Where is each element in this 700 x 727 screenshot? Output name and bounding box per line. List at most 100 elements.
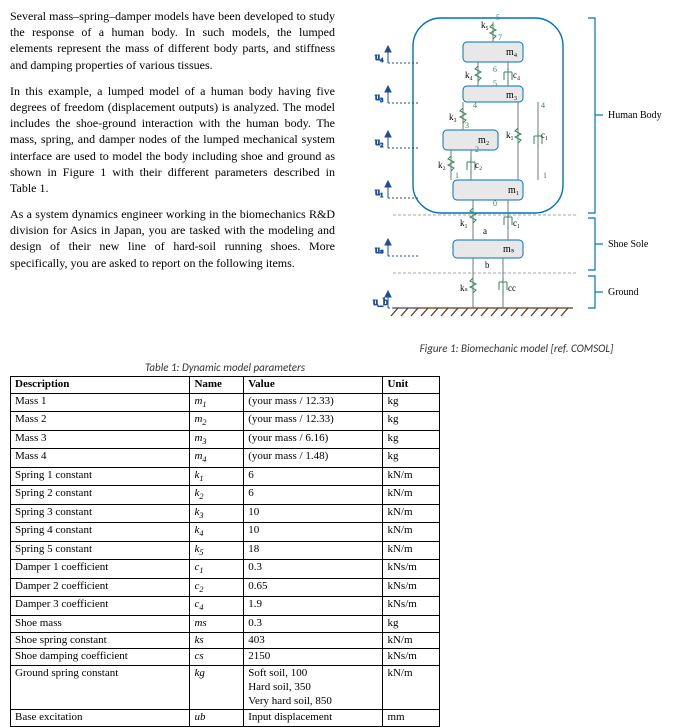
svg-text:k₃: k₃ bbox=[449, 112, 457, 122]
svg-text:c₄: c₄ bbox=[513, 70, 520, 80]
table-row: Mass 3m3(your mass / 6.16)kg bbox=[11, 430, 440, 449]
table-row: Damper 2 coefficientc20.65kNs/m bbox=[11, 578, 440, 597]
cell-value: 10 bbox=[244, 523, 383, 542]
cell-unit: kNs/m bbox=[383, 649, 440, 666]
ms-label: mₛ bbox=[503, 244, 515, 255]
cell-desc: Shoe damping coefficient bbox=[11, 649, 190, 666]
cell-value: 2150 bbox=[244, 649, 383, 666]
cell-name: k4 bbox=[190, 523, 244, 542]
svg-text:1: 1 bbox=[543, 171, 547, 180]
cell-value: (your mass / 6.16) bbox=[244, 430, 383, 449]
parameters-table: Description Name Value Unit Mass 1m1(you… bbox=[10, 376, 440, 727]
cell-name: m1 bbox=[190, 393, 244, 412]
cell-unit: kN/m bbox=[383, 666, 440, 710]
svg-text:uₛ: uₛ bbox=[375, 245, 384, 256]
table-row: Shoe damping coefficientcs2150kNs/m bbox=[11, 649, 440, 666]
m1-label: m₁ bbox=[508, 185, 519, 196]
table-row: Mass 4m4(your mass / 1.48)kg bbox=[11, 449, 440, 468]
col-unit: Unit bbox=[383, 377, 440, 394]
svg-text:c₂: c₂ bbox=[475, 160, 482, 170]
cell-value: 0.65 bbox=[244, 578, 383, 597]
svg-text:kₛ: kₛ bbox=[460, 283, 468, 293]
biomechanic-model-svg: Human Body Shoe Sole Ground m₄ m₃ m₂ m₁ … bbox=[343, 8, 663, 338]
svg-text:6: 6 bbox=[493, 65, 497, 74]
cell-desc: Damper 2 coefficient bbox=[11, 578, 190, 597]
table-row: Spring 5 constantk518kN/m bbox=[11, 541, 440, 560]
cell-unit: kNs/m bbox=[383, 578, 440, 597]
cell-unit: kN/m bbox=[383, 523, 440, 542]
table-row: Ground spring constantkgSoft soil, 100Ha… bbox=[11, 666, 440, 710]
svg-text:k₁: k₁ bbox=[506, 130, 514, 140]
cell-value: (your mass / 1.48) bbox=[244, 449, 383, 468]
cell-name: c4 bbox=[190, 597, 244, 616]
svg-text:u₄: u₄ bbox=[375, 52, 384, 63]
cell-desc: Mass 1 bbox=[11, 393, 190, 412]
cell-value: 403 bbox=[244, 632, 383, 649]
figure-1: Human Body Shoe Sole Ground m₄ m₃ m₂ m₁ … bbox=[343, 8, 663, 338]
cell-name: k2 bbox=[190, 486, 244, 505]
cell-unit: kg bbox=[383, 412, 440, 431]
cell-value: 6 bbox=[244, 467, 383, 486]
cell-desc: Spring 1 constant bbox=[11, 467, 190, 486]
cell-desc: Mass 4 bbox=[11, 449, 190, 468]
cell-desc: Spring 2 constant bbox=[11, 486, 190, 505]
cell-unit: kg bbox=[383, 449, 440, 468]
para-2: In this example, a lumped model of a hum… bbox=[10, 83, 335, 196]
cell-name: ks bbox=[190, 632, 244, 649]
cell-name: m2 bbox=[190, 412, 244, 431]
svg-text:7: 7 bbox=[498, 33, 502, 42]
table-header-row: Description Name Value Unit bbox=[11, 377, 440, 394]
svg-text:3: 3 bbox=[465, 121, 469, 130]
cell-value: (your mass / 12.33) bbox=[244, 412, 383, 431]
table-row: Shoe spring constantks403kN/m bbox=[11, 632, 440, 649]
svg-text:k₄: k₄ bbox=[465, 70, 473, 80]
table-row: Spring 1 constantk16kN/m bbox=[11, 467, 440, 486]
cell-value: (your mass / 12.33) bbox=[244, 393, 383, 412]
figure-column: Human Body Shoe Sole Ground m₄ m₃ m₂ m₁ … bbox=[343, 8, 690, 357]
cell-desc: Damper 1 coefficient bbox=[11, 560, 190, 579]
cell-name: cs bbox=[190, 649, 244, 666]
cell-desc: Damper 3 coefficient bbox=[11, 597, 190, 616]
cell-value: 6 bbox=[244, 486, 383, 505]
cell-unit: kNs/m bbox=[383, 597, 440, 616]
m3-label: m₃ bbox=[506, 90, 517, 101]
cell-name: kg bbox=[190, 666, 244, 710]
para-3: As a system dynamics engineer working in… bbox=[10, 206, 335, 271]
svg-text:5: 5 bbox=[493, 79, 497, 88]
cell-desc: Spring 5 constant bbox=[11, 541, 190, 560]
para-1: Several mass–spring–damper models have b… bbox=[10, 8, 335, 73]
table-row: Damper 1 coefficientc10.3kNs/m bbox=[11, 560, 440, 579]
label-human-body: Human Body bbox=[608, 110, 662, 121]
cell-unit: kN/m bbox=[383, 467, 440, 486]
cell-name: c2 bbox=[190, 578, 244, 597]
cell-desc: Spring 3 constant bbox=[11, 504, 190, 523]
cell-desc: Base excitation bbox=[11, 710, 190, 727]
svg-text:c₁: c₁ bbox=[541, 130, 548, 140]
svg-text:k₁: k₁ bbox=[460, 218, 468, 228]
table-row: Spring 3 constantk310kN/m bbox=[11, 504, 440, 523]
top-row: Several mass–spring–damper models have b… bbox=[10, 8, 690, 357]
table-section: Table 1: Dynamic model parameters Descri… bbox=[10, 361, 440, 727]
cell-desc: Mass 3 bbox=[11, 430, 190, 449]
svg-text:0: 0 bbox=[493, 199, 497, 208]
cell-unit: mm bbox=[383, 710, 440, 727]
cell-value: 18 bbox=[244, 541, 383, 560]
cell-unit: kN/m bbox=[383, 632, 440, 649]
col-name: Name bbox=[190, 377, 244, 394]
table-row: Spring 4 constantk410kN/m bbox=[11, 523, 440, 542]
figure-caption: Figure 1: Biomechanic model [ref. COMSOL… bbox=[343, 342, 690, 355]
svg-text:b: b bbox=[485, 260, 490, 270]
cell-unit: kN/m bbox=[383, 486, 440, 505]
cell-unit: kg bbox=[383, 615, 440, 632]
svg-text:u₃: u₃ bbox=[375, 92, 384, 103]
cell-unit: kg bbox=[383, 430, 440, 449]
svg-text:cc: cc bbox=[508, 283, 516, 293]
svg-text:4: 4 bbox=[541, 101, 545, 110]
svg-text:4: 4 bbox=[473, 101, 477, 110]
svg-text:5: 5 bbox=[496, 13, 500, 22]
m2-label: m₂ bbox=[478, 135, 489, 146]
svg-text:2: 2 bbox=[475, 145, 479, 154]
cell-value: 0.3 bbox=[244, 615, 383, 632]
cell-name: ms bbox=[190, 615, 244, 632]
col-value: Value bbox=[244, 377, 383, 394]
